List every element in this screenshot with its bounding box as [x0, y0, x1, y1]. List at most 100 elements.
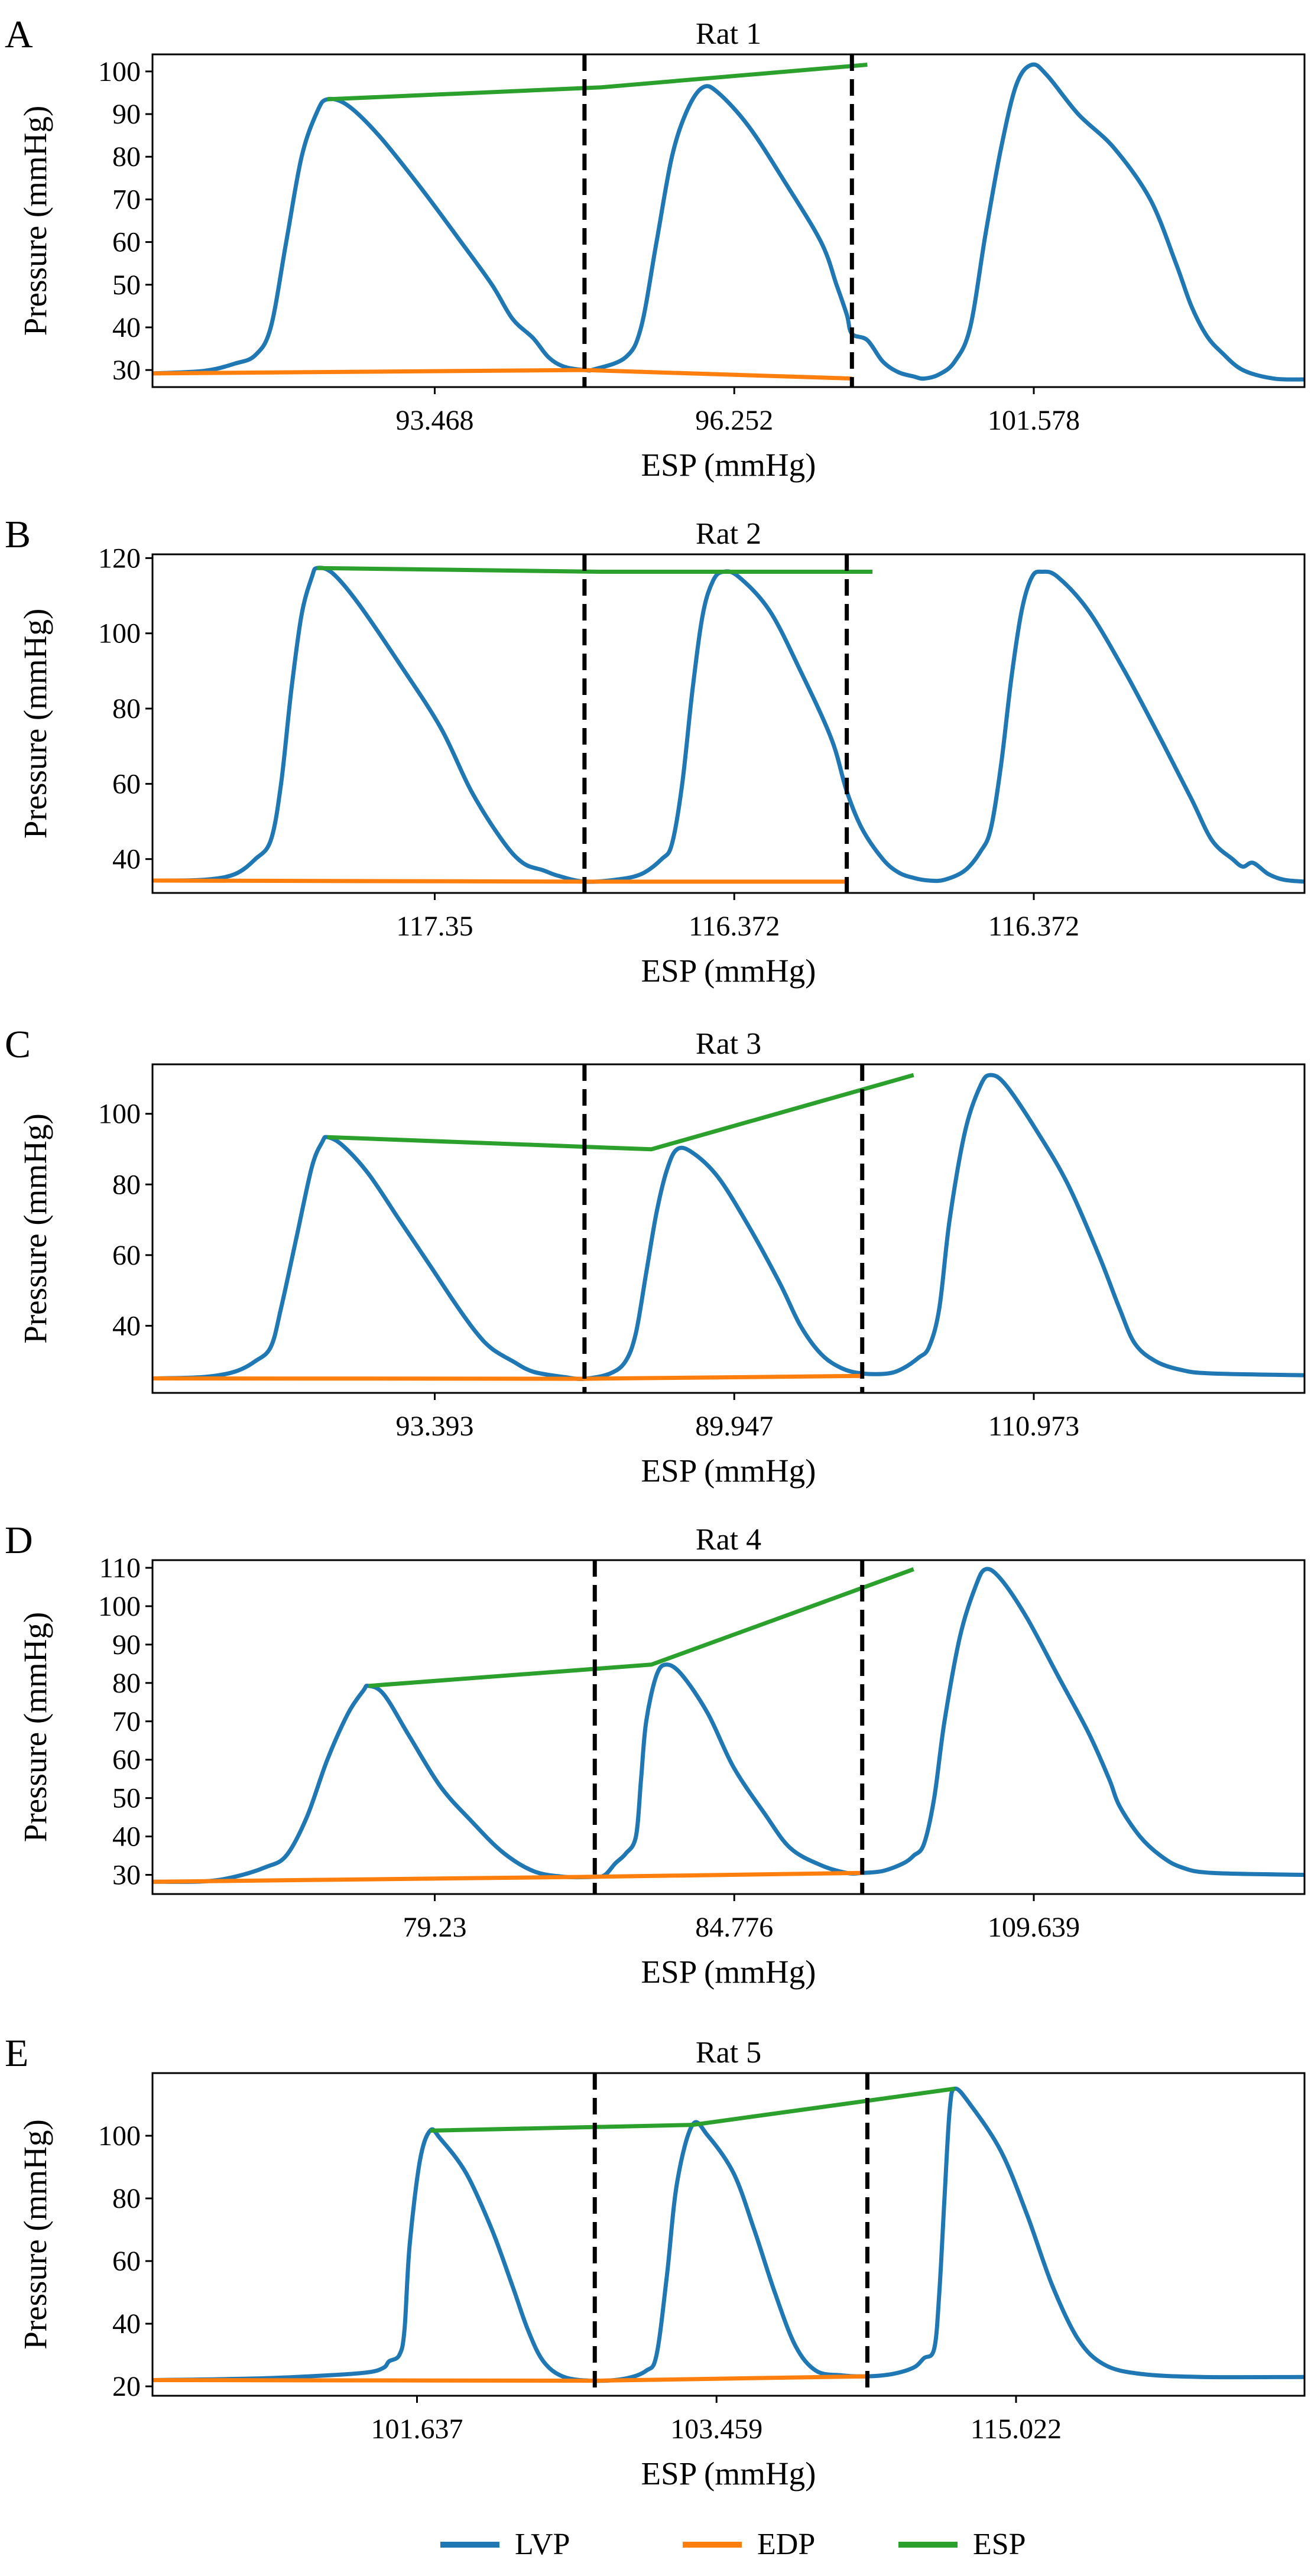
y-tick-label: 90: [112, 99, 141, 130]
y-tick-label: 70: [112, 184, 141, 215]
legend-edp-label: EDP: [757, 2528, 815, 2561]
y-tick-label: 30: [112, 1860, 141, 1891]
y-tick-label: 50: [112, 1783, 141, 1814]
y-axis-label: Pressure (mmHg): [17, 106, 53, 336]
lvp-series-line: [152, 1073, 1304, 1381]
chart-panel-b: B Rat 2 40 60 80 100 120 117.35 116.372 116.372 ES…: [5, 513, 1306, 989]
y-tick-label: 60: [112, 1745, 141, 1776]
y-tick-label: 40: [112, 1821, 141, 1853]
y-tick-label: 80: [112, 1169, 141, 1200]
x-tick-label: 103.459: [670, 2413, 762, 2445]
lvp-series-line: [152, 62, 1304, 382]
lvp-series-line: [152, 2086, 1304, 2383]
panel-label: E: [5, 2032, 28, 2075]
x-tick-label: 115.022: [971, 2413, 1062, 2445]
x-tick-label: 117.35: [396, 911, 473, 942]
y-tick-label: 40: [112, 844, 141, 875]
x-tick-label: 116.372: [988, 911, 1079, 942]
y-tick-label: 40: [112, 312, 141, 343]
panel-label: B: [5, 513, 31, 556]
plot-area: [152, 54, 1304, 387]
lvp-series-line: [152, 566, 1304, 884]
y-tick-label: 40: [112, 1310, 141, 1341]
esp-series-line: [327, 62, 868, 102]
x-axis-label: ESP (mmHg): [641, 1954, 816, 1990]
x-axis-label: ESP (mmHg): [641, 1453, 816, 1489]
panel-label: A: [5, 13, 33, 56]
chart-title: Rat 2: [696, 517, 761, 551]
plot-frame: [151, 2072, 1306, 2397]
legend-esp-label: ESP: [973, 2528, 1026, 2561]
y-tick-label: 60: [112, 2246, 141, 2277]
y-tick-label: 40: [112, 2308, 141, 2340]
y-tick-label: 70: [112, 1706, 141, 1737]
y-tick-label: 100: [98, 1099, 141, 1130]
x-tick-label: 93.393: [396, 1411, 474, 1442]
x-axis-label: ESP (mmHg): [641, 447, 816, 483]
y-tick-label: 100: [98, 2120, 141, 2152]
y-tick-label: 120: [98, 543, 141, 574]
panel-label: C: [5, 1023, 31, 1066]
edp-series-line: [152, 878, 847, 884]
x-tick-label: 101.637: [371, 2413, 463, 2445]
y-tick-label: 50: [112, 269, 141, 301]
y-tick-label: 60: [112, 768, 141, 800]
lvp-series-line: [152, 1567, 1304, 1884]
plot-area: [152, 1064, 1304, 1393]
x-tick-label: 93.468: [396, 405, 474, 436]
x-tick-label: 110.973: [988, 1411, 1079, 1442]
x-tick-label: 79.23: [403, 1912, 467, 1943]
legend-lvp-label: LVP: [515, 2528, 570, 2561]
y-axis-label: Pressure (mmHg): [17, 1113, 53, 1344]
plot-frame: [151, 53, 1306, 388]
panel-label: D: [5, 1519, 33, 1562]
y-tick-label: 80: [112, 141, 141, 173]
x-tick-label: 96.252: [695, 405, 773, 436]
x-axis-label: ESP (mmHg): [641, 2455, 816, 2491]
y-tick-label: 60: [112, 227, 141, 258]
chart-title: Rat 4: [696, 1523, 761, 1557]
x-tick-label: 109.639: [988, 1912, 1080, 1943]
chart-panel-c: C Rat 3 40 60 80 100 93.393 89.947 110.973 ESP (m…: [5, 1023, 1306, 1489]
esp-series-line: [327, 1073, 914, 1152]
y-tick-label: 30: [112, 355, 141, 386]
esp-series-line: [368, 1567, 914, 1688]
y-tick-label: 60: [112, 1240, 141, 1271]
chart-title: Rat 3: [696, 1027, 761, 1061]
y-tick-label: 20: [112, 2371, 141, 2402]
y-tick-label: 80: [112, 1668, 141, 1699]
x-tick-label: 101.578: [988, 405, 1080, 436]
chart-panel-d: D Rat 4 30 40 50 60 70 80 90 100 110 79.23 84.776 109…: [5, 1519, 1306, 1990]
y-axis-label: Pressure (mmHg): [17, 609, 53, 839]
chart-panel-a: A Rat 1 30 40 50 60 70 80 90 100 93.468 96.252 101.5…: [5, 13, 1306, 483]
y-tick-label: 100: [98, 618, 141, 649]
chart-panel-e: E Rat 5 20 40 60 80 100 101.637 103.459 115.022 ES…: [5, 2032, 1306, 2491]
y-tick-label: 80: [112, 2183, 141, 2214]
y-tick-label: 100: [98, 1591, 141, 1622]
chart-title: Rat 5: [696, 2036, 761, 2070]
chart-title: Rat 1: [696, 17, 761, 51]
y-tick-label: 110: [99, 1552, 141, 1584]
plot-frame: [151, 1063, 1306, 1394]
edp-series-line: [152, 1870, 862, 1884]
edp-series-line: [152, 368, 852, 381]
edp-series-line: [152, 1373, 862, 1381]
plot-frame: [151, 553, 1306, 894]
esp-series-line: [430, 2086, 955, 2133]
x-tick-label: 116.372: [689, 911, 780, 942]
plot-area: [152, 2073, 1304, 2396]
y-tick-label: 80: [112, 693, 141, 725]
plot-area: [152, 1560, 1304, 1894]
esp-series-line: [317, 566, 873, 574]
y-axis-label: Pressure (mmHg): [17, 1612, 53, 1843]
x-axis-label: ESP (mmHg): [641, 953, 816, 989]
legend: LVP EDP ESP: [440, 2528, 1026, 2561]
y-tick-label: 100: [98, 56, 141, 87]
y-axis-label: Pressure (mmHg): [17, 2119, 53, 2350]
y-tick-label: 90: [112, 1629, 141, 1661]
plot-area: [152, 554, 1304, 893]
x-tick-label: 84.776: [695, 1912, 773, 1943]
panels: A Rat 1 30 40 50 60 70 80 90 100 93.468 96.252 101.5…: [5, 13, 1306, 2491]
plot-frame: [151, 1559, 1306, 1895]
